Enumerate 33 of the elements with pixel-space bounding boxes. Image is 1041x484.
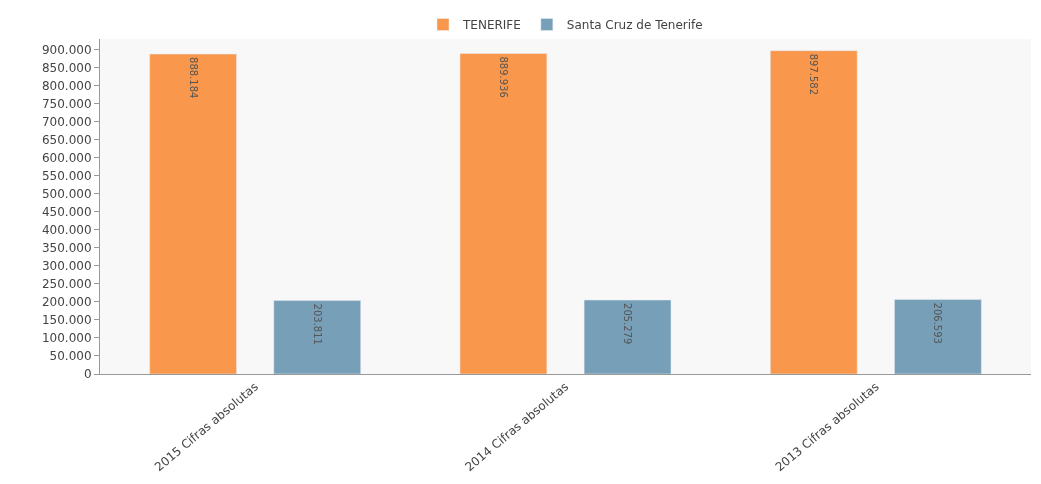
y-tick-label: 850.000 bbox=[41, 61, 92, 76]
legend-label: TENERIFE bbox=[462, 18, 521, 33]
y-tick-label: 800.000 bbox=[41, 79, 92, 94]
data-label: 888.184 bbox=[187, 57, 199, 99]
y-tick-label: 0 bbox=[83, 367, 92, 382]
y-tick-label: 250.000 bbox=[41, 277, 92, 292]
bar bbox=[459, 53, 548, 374]
y-tick-label: 500.000 bbox=[41, 187, 92, 202]
y-tick-label: 200.000 bbox=[41, 295, 92, 310]
y-tick-label: 700.000 bbox=[41, 115, 92, 130]
y-tick-label: 450.000 bbox=[41, 205, 92, 220]
bar bbox=[770, 50, 858, 374]
legend-label: Santa Cruz de Tenerife bbox=[566, 18, 703, 33]
data-label: 897.582 bbox=[808, 53, 820, 96]
y-tick-label: 150.000 bbox=[41, 313, 92, 328]
y-tick-label: 400.000 bbox=[41, 223, 92, 238]
y-tick-label: 550.000 bbox=[41, 169, 92, 184]
bar bbox=[894, 299, 982, 374]
bar bbox=[149, 53, 237, 374]
y-tick-label: 100.000 bbox=[41, 331, 92, 346]
y-tick-label: 750.000 bbox=[41, 97, 92, 112]
data-label: 205.279 bbox=[622, 303, 634, 345]
bar bbox=[583, 299, 672, 374]
y-tick-label: 300.000 bbox=[41, 259, 92, 274]
y-tick-label: 900.000 bbox=[41, 43, 92, 58]
y-tick-label: 600.000 bbox=[41, 151, 92, 166]
data-label: 889.936 bbox=[497, 56, 509, 98]
y-tick-label: 350.000 bbox=[41, 241, 92, 256]
y-tick-label: 50.000 bbox=[49, 349, 92, 364]
data-label: 203.811 bbox=[311, 303, 323, 345]
data-label: 206.593 bbox=[932, 302, 944, 344]
y-tick-label: 650.000 bbox=[41, 133, 92, 148]
bar bbox=[273, 300, 361, 374]
